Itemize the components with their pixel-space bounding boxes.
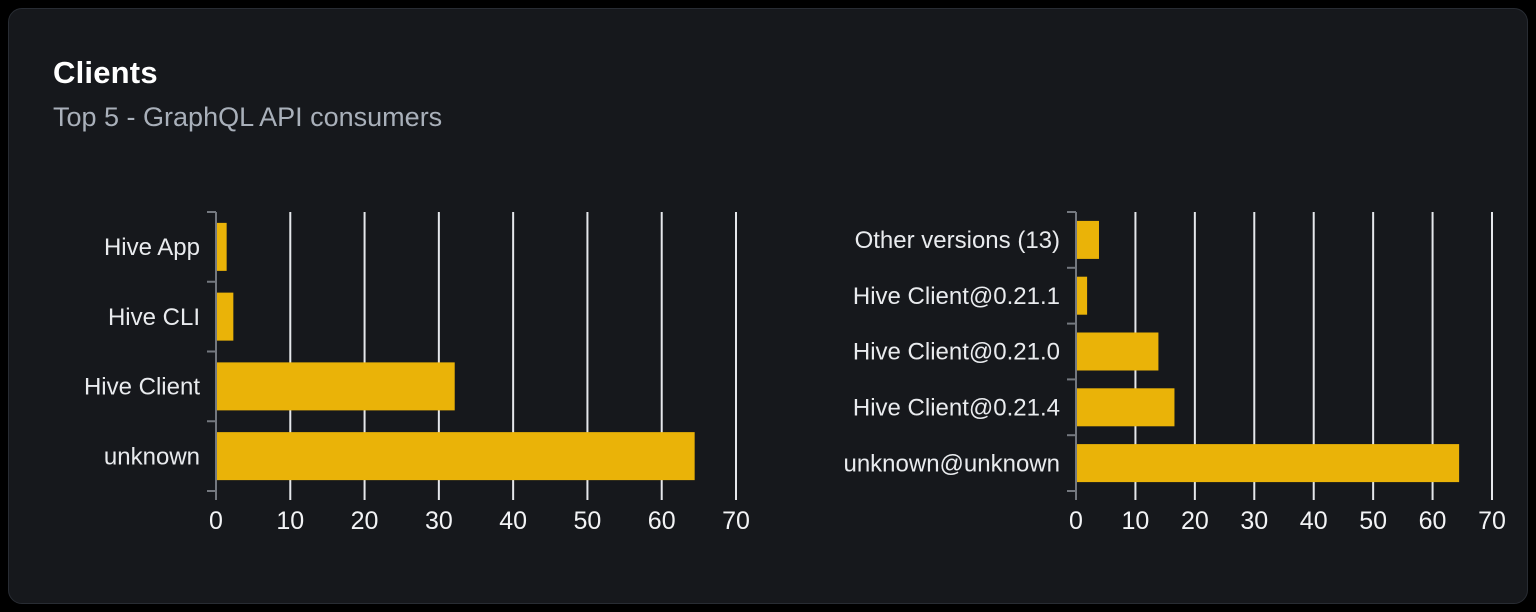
category-label: Hive Client@0.21.0 — [853, 339, 1060, 366]
bar — [217, 292, 234, 341]
category-label: Hive Client@0.21.1 — [853, 283, 1060, 310]
category-label: Hive Client@0.21.4 — [853, 394, 1060, 421]
clients-card: Clients Top 5 - GraphQL API consumers 0 1… — [8, 8, 1528, 604]
card-header: Clients Top 5 - GraphQL API consumers — [53, 55, 442, 133]
x-axis-tick-label: 70 — [1478, 507, 1506, 535]
x-axis-tick-label: 10 — [1122, 507, 1150, 535]
bar — [1077, 388, 1175, 427]
bar — [217, 222, 227, 271]
x-axis-tick-label: 0 — [1069, 507, 1083, 535]
category-label: Hive App — [104, 234, 200, 261]
bar — [1077, 276, 1088, 315]
x-axis-tick-label: 10 — [276, 507, 304, 535]
x-axis-tick-label: 70 — [722, 507, 750, 535]
category-label: unknown — [104, 443, 200, 470]
x-axis-tick-label: 50 — [1359, 507, 1387, 535]
clients-by-name-chart: 0 10 20 30 40 50 60 70 Hive App Hive CLI Hive Clie… — [84, 211, 750, 535]
x-axis-tick-label: 30 — [425, 507, 453, 535]
bar — [1077, 444, 1460, 483]
category-label: Hive CLI — [108, 304, 200, 331]
category-label: unknown@unknown — [843, 450, 1060, 477]
bar — [217, 362, 455, 411]
x-axis-tick-label: 40 — [499, 507, 527, 535]
x-axis-tick-label: 30 — [1240, 507, 1268, 535]
x-axis-tick-label: 40 — [1300, 507, 1328, 535]
category-label: Other versions (13) — [855, 227, 1060, 254]
card-subtitle: Top 5 - GraphQL API consumers — [53, 102, 443, 132]
bar — [1077, 332, 1159, 371]
x-axis-tick-label: 20 — [1181, 507, 1209, 535]
bar — [217, 432, 695, 481]
x-axis-tick-label: 0 — [209, 507, 223, 535]
x-axis-tick-label: 60 — [1419, 507, 1447, 535]
card-title: Clients — [53, 55, 158, 90]
bar — [1077, 220, 1099, 259]
x-axis-tick-label: 50 — [574, 507, 602, 535]
clients-by-version-chart: 0 10 20 30 40 50 60 70 Other versions (13) Hive C… — [843, 211, 1506, 535]
category-label: Hive Client — [84, 374, 200, 401]
x-axis-tick-label: 60 — [648, 507, 676, 535]
x-axis-tick-label: 20 — [351, 507, 379, 535]
